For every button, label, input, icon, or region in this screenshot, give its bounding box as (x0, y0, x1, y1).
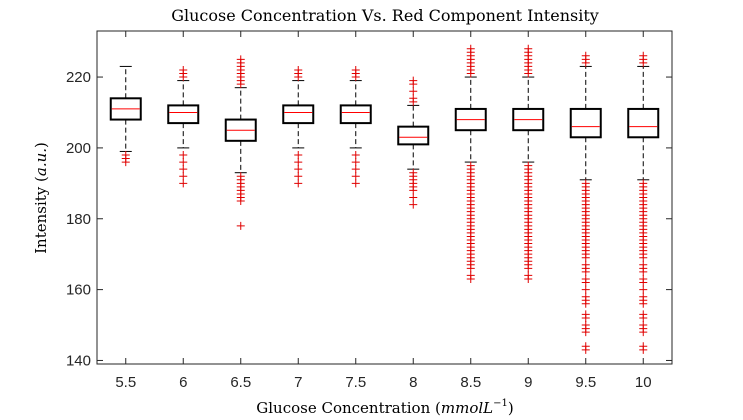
outlier-marker (524, 44, 533, 53)
outlier-marker (466, 271, 475, 280)
x-tick-label: 8.5 (460, 374, 481, 391)
chart-title: Glucose Concentration Vs. Red Component … (171, 6, 599, 25)
outlier-marker (351, 172, 360, 181)
y-axis: 140 160 180 200 220 (66, 69, 672, 369)
outlier-marker (581, 342, 590, 351)
outlier-marker (409, 193, 418, 202)
y-tick-label: 180 (66, 211, 91, 228)
outlier-marker (351, 158, 360, 167)
outlier-marker (639, 274, 648, 283)
outlier-marker (639, 342, 648, 351)
outlier-marker (639, 292, 648, 301)
outlier-marker (236, 172, 245, 181)
y-tick-label: 220 (66, 69, 91, 86)
outlier-marker (294, 158, 303, 167)
x-tick-label: 6.5 (230, 374, 251, 391)
outlier-marker (581, 292, 590, 301)
x-axis: 5.5 6 6.5 7 7.5 8 8.5 9 9.5 10 (115, 31, 652, 391)
outlier-marker (581, 260, 590, 269)
box-iqr (109, 97, 142, 121)
outlier-marker (121, 150, 130, 159)
box-group (167, 65, 200, 188)
outlier-marker (639, 285, 648, 294)
box-group (627, 51, 660, 354)
box-group (512, 44, 545, 283)
y-tick-label: 200 (66, 140, 91, 157)
outlier-marker (409, 94, 418, 103)
box-iqr (454, 107, 487, 132)
outlier-marker (294, 65, 303, 74)
outlier-marker (409, 76, 418, 85)
outlier-marker (639, 260, 648, 269)
box-group (224, 55, 257, 230)
outlier-marker (351, 150, 360, 159)
y-axis-label: Intensity (a.u.) (32, 142, 50, 254)
outlier-marker (581, 179, 590, 188)
outlier-marker (639, 51, 648, 60)
outlier-marker (179, 172, 188, 181)
outlier-marker (466, 44, 475, 53)
box-group (282, 65, 315, 188)
outlier-marker (294, 172, 303, 181)
y-tick-label: 160 (66, 282, 91, 299)
outlier-marker (236, 55, 245, 64)
outlier-marker (581, 310, 590, 319)
outlier-marker (294, 150, 303, 159)
outlier-marker (294, 165, 303, 174)
box-iqr (282, 104, 315, 125)
x-tick-label: 8 (409, 374, 417, 391)
box-group (569, 51, 602, 354)
box-iqr (397, 125, 430, 146)
outlier-marker (351, 179, 360, 188)
outlier-marker (179, 158, 188, 167)
outlier-marker (639, 179, 648, 188)
x-tick-label: 9 (524, 374, 532, 391)
outlier-marker (524, 271, 533, 280)
box-iqr (224, 118, 257, 142)
box-iqr (512, 107, 545, 132)
outlier-marker (179, 150, 188, 159)
box-iqr (627, 107, 660, 139)
box-iqr (167, 104, 200, 125)
box-group (397, 76, 430, 209)
outlier-marker (236, 221, 245, 230)
outlier-marker (581, 274, 590, 283)
outlier-marker (581, 285, 590, 294)
outlier-marker (351, 165, 360, 174)
outlier-marker (351, 65, 360, 74)
outlier-marker (179, 165, 188, 174)
plot-area (109, 44, 660, 354)
outlier-marker (524, 161, 533, 170)
box-iqr (569, 107, 602, 139)
x-tick-label: 10 (635, 374, 652, 391)
x-tick-label: 7.5 (345, 374, 366, 391)
box-group (454, 44, 487, 283)
outlier-marker (581, 321, 590, 330)
box-iqr (339, 104, 372, 125)
y-tick-label: 140 (66, 352, 91, 369)
outlier-marker (409, 168, 418, 177)
outlier-marker (179, 65, 188, 74)
outlier-marker (581, 51, 590, 60)
box-group (109, 65, 142, 167)
x-axis-label: Glucose Concentration (mmolL−1) (256, 398, 513, 417)
outlier-marker (179, 179, 188, 188)
outlier-marker (639, 310, 648, 319)
x-tick-label: 7 (294, 374, 302, 391)
outlier-marker (409, 87, 418, 96)
outlier-marker (466, 161, 475, 170)
x-tick-label: 5.5 (115, 374, 136, 391)
x-tick-label: 6 (179, 374, 187, 391)
axes-frame (96, 30, 673, 365)
outlier-marker (409, 200, 418, 209)
box-group (339, 65, 372, 188)
outlier-marker (639, 321, 648, 330)
x-tick-label: 9.5 (575, 374, 596, 391)
outlier-marker (294, 179, 303, 188)
